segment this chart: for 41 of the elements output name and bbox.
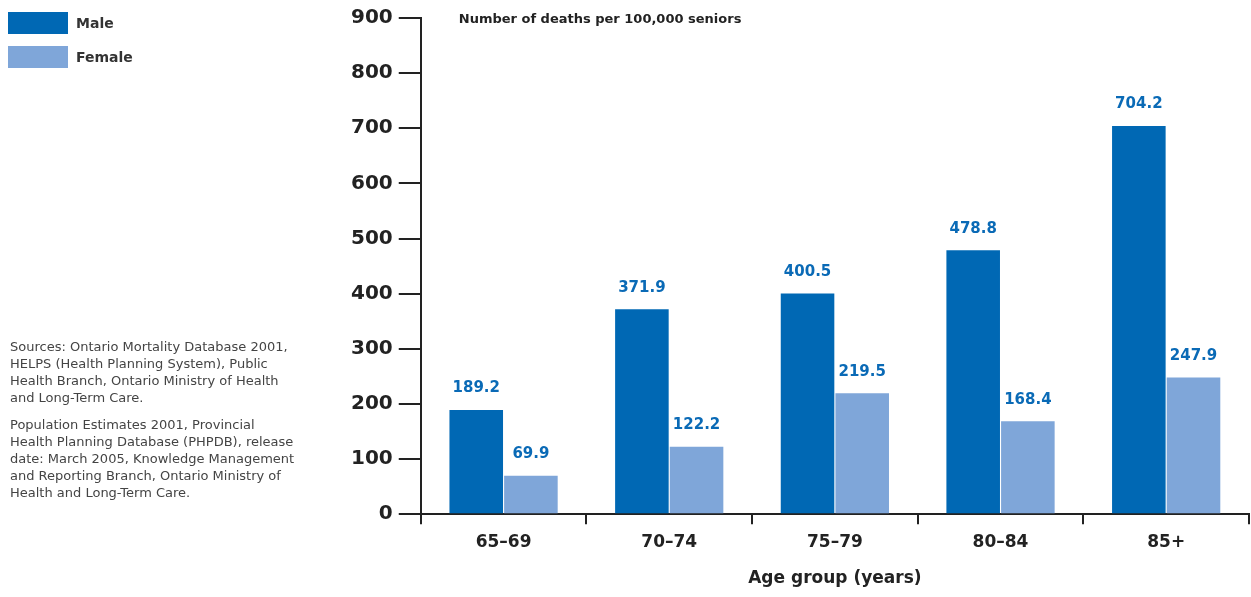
y-tick-label: 900 (351, 4, 393, 29)
y-tick-label: 200 (351, 390, 393, 415)
data-label: 400.5 (783, 261, 832, 280)
legend-label: Male (76, 15, 114, 31)
bar (1166, 377, 1221, 514)
y-tick-label: 400 (351, 279, 393, 304)
bar (946, 250, 1000, 514)
y-tick-label: 600 (351, 169, 393, 194)
bar (449, 409, 504, 514)
y-tick-label: 800 (351, 59, 393, 84)
text: Population Estimates 2001, Provincial Health Planning Database (PHPDB), release date: March 2005, Knowledge Management and Reporting Branch, Ontario Ministry of Health and Long-Term Care. (10, 416, 296, 501)
legend-label: Female (76, 49, 133, 65)
bar (835, 393, 889, 514)
x-tick-label: 80–84 (972, 530, 1029, 551)
x-tick-label: 85+ (1147, 530, 1186, 551)
data-label: 219.5 (838, 361, 886, 380)
data-label: 247.9 (1169, 345, 1218, 364)
x-axis-title: Age group (years) (748, 567, 922, 588)
y-tick-label: 500 (351, 224, 393, 249)
bar (669, 446, 724, 514)
bar (780, 293, 835, 514)
y-tick-label: 300 (351, 335, 393, 359)
x-tick-label: 70–74 (641, 530, 698, 551)
bar (504, 475, 558, 514)
data-label: 371.9 (618, 277, 666, 296)
data-label: 478.8 (949, 218, 997, 237)
data-label: 189.2 (452, 378, 500, 397)
bar (1001, 421, 1055, 514)
x-tick-label: 65–69 (475, 530, 532, 551)
data-label: 69.9 (512, 444, 550, 463)
data-label: 122.2 (672, 415, 721, 434)
y-tick-label: 0 (378, 500, 393, 525)
bar (1112, 125, 1166, 514)
y-tick-label: 100 (351, 445, 393, 470)
x-tick-label: 75–79 (806, 530, 863, 551)
bar (615, 309, 669, 514)
source-note: Sources: Ontario Mortality Database 2001, HELPS (Health Planning System), Public Health Branch, Ontario Ministry of Health and Long-Term Care. (10, 338, 289, 406)
y-tick-label: 700 (351, 114, 393, 139)
data-label: 168.4 (1004, 389, 1052, 408)
y-axis-title: Number of deaths per 100,000 seniors (458, 11, 742, 27)
data-label: 704.2 (1115, 94, 1163, 113)
